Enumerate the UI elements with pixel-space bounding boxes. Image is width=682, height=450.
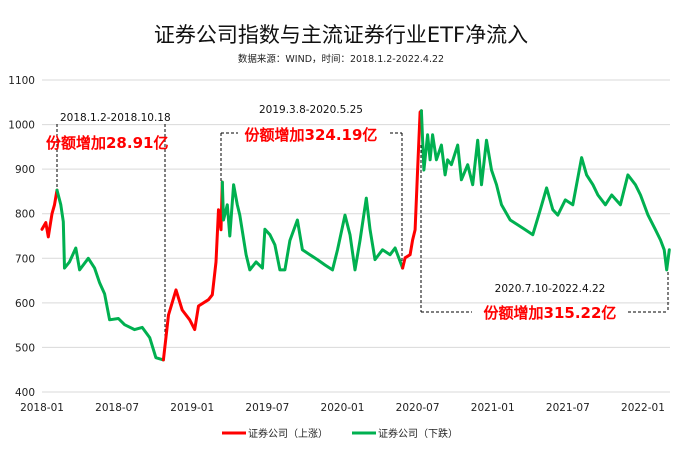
y-tick-label: 1100	[8, 75, 35, 87]
y-tick-label: 1000	[8, 120, 35, 132]
x-tick-label: 2020-01	[321, 402, 365, 414]
x-tick-label: 2018-01	[20, 402, 64, 414]
annotation-2: 2019.3.8-2020.5.25 份额增加324.19亿	[220, 104, 403, 266]
annotation-1-text: 份额增加28.91亿	[46, 134, 168, 152]
series-segment-down-5	[419, 109, 671, 272]
y-tick-label: 900	[15, 164, 35, 176]
y-axis-ticks: 1100 1000 900 800 700 600 500 400	[8, 75, 35, 399]
y-tick-label: 800	[15, 209, 35, 221]
annotation-1: 2018.1.2-2018.10.18 份额增加28.91亿	[46, 112, 171, 350]
x-tick-label: 2022-01	[621, 402, 665, 414]
annotation-1-period: 2018.1.2-2018.10.18	[60, 112, 171, 124]
x-tick-label: 2019-07	[245, 402, 289, 414]
annotation-2-period: 2019.3.8-2020.5.25	[259, 104, 363, 116]
annotation-3-period: 2020.7.10-2022.4.22	[495, 283, 606, 295]
y-tick-label: 600	[15, 298, 35, 310]
chart-subtitle: 数据来源：WIND，时间：2018.1.2-2022.4.22	[238, 53, 444, 65]
series-segment-down-3	[220, 180, 405, 272]
series-segment-up-0	[40, 188, 59, 239]
series-segment-down-1	[55, 188, 165, 362]
x-tick-label: 2021-07	[546, 402, 590, 414]
y-tick-label: 700	[15, 253, 35, 265]
price-series	[40, 109, 671, 362]
legend-label-down: 证券公司（下跌）	[378, 427, 458, 440]
x-axis-ticks: 2018-01 2018-07 2019-01 2019-07 2020-01 2020-…	[20, 402, 665, 414]
x-tick-label: 2021-01	[471, 402, 515, 414]
chart-title: 证券公司指数与主流证券行业ETF净流入	[154, 23, 528, 47]
legend: 证券公司（上涨） 证券公司（下跌）	[222, 427, 458, 440]
legend-label-up: 证券公司（上涨）	[248, 427, 328, 440]
y-tick-label: 400	[15, 387, 35, 399]
x-tick-label: 2018-07	[95, 402, 139, 414]
annotation-3-text: 份额增加315.22亿	[484, 304, 617, 322]
series-segment-up-2	[161, 180, 224, 362]
series-segment-up-4	[401, 109, 423, 270]
annotation-2-text: 份额增加324.19亿	[245, 126, 378, 144]
annotation-3: 2020.7.10-2022.4.22 份额增加315.22亿	[420, 145, 669, 322]
x-tick-label: 2020-07	[396, 402, 440, 414]
x-tick-label: 2019-01	[170, 402, 214, 414]
y-tick-label: 500	[15, 342, 35, 354]
